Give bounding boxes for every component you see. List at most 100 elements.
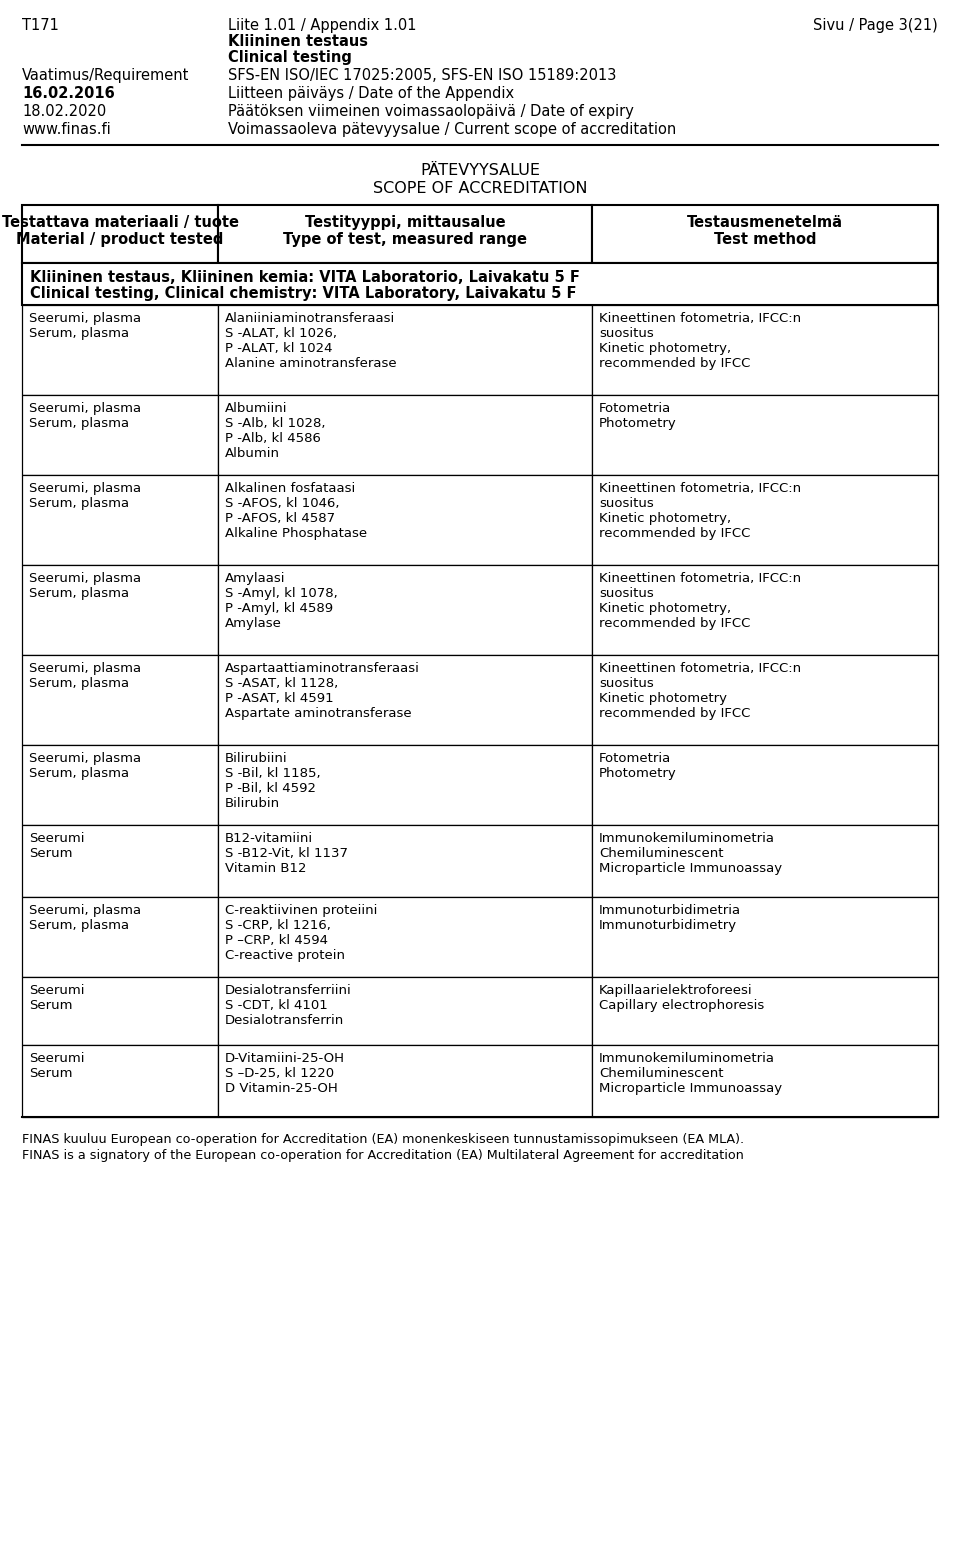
- Text: Liite 1.01 / Appendix 1.01: Liite 1.01 / Appendix 1.01: [228, 19, 417, 33]
- Text: Testausmenetelmä: Testausmenetelmä: [687, 214, 843, 230]
- Text: Aspartate aminotransferase: Aspartate aminotransferase: [225, 707, 412, 720]
- Text: Bilirubin: Bilirubin: [225, 797, 280, 810]
- Text: Kineettinen fotometria, IFCC:n: Kineettinen fotometria, IFCC:n: [599, 572, 802, 584]
- Text: Desialotransferrin: Desialotransferrin: [225, 1015, 345, 1027]
- Text: Immunokemiluminometria: Immunokemiluminometria: [599, 1052, 775, 1064]
- Text: C-reactive protein: C-reactive protein: [225, 949, 345, 962]
- Text: P -ALAT, kl 1024: P -ALAT, kl 1024: [225, 342, 332, 354]
- Text: S -CDT, kl 4101: S -CDT, kl 4101: [225, 999, 327, 1012]
- Text: Alaniiniaminotransferaasi: Alaniiniaminotransferaasi: [225, 312, 396, 325]
- Text: Immunokemiluminometria: Immunokemiluminometria: [599, 831, 775, 845]
- Bar: [218, 305, 592, 395]
- Text: Amylaasi: Amylaasi: [225, 572, 285, 584]
- Text: P -AFOS, kl 4587: P -AFOS, kl 4587: [225, 511, 335, 525]
- Text: suositus: suositus: [599, 326, 654, 340]
- Bar: [218, 897, 592, 977]
- Bar: [592, 897, 938, 977]
- Bar: [592, 566, 938, 654]
- Bar: [592, 395, 938, 476]
- Text: Type of test, measured range: Type of test, measured range: [283, 232, 527, 247]
- Text: Alkalinen fosfataasi: Alkalinen fosfataasi: [225, 482, 355, 496]
- Text: Serum, plasma: Serum, plasma: [29, 326, 130, 340]
- Text: Seerumi, plasma: Seerumi, plasma: [29, 904, 141, 917]
- Text: Kliininen testaus, Kliininen kemia: VITA Laboratorio, Laivakatu 5 F: Kliininen testaus, Kliininen kemia: VITA…: [30, 270, 580, 284]
- Text: Serum, plasma: Serum, plasma: [29, 587, 130, 600]
- Text: Serum, plasma: Serum, plasma: [29, 918, 130, 932]
- Text: Microparticle Immunoassay: Microparticle Immunoassay: [599, 862, 782, 875]
- Text: Seerumi, plasma: Seerumi, plasma: [29, 662, 141, 674]
- Text: Bilirubiini: Bilirubiini: [225, 752, 288, 765]
- Text: Alanine aminotransferase: Alanine aminotransferase: [225, 357, 396, 370]
- Text: Aspartaattiaminotransferaasi: Aspartaattiaminotransferaasi: [225, 662, 420, 674]
- Text: Photometry: Photometry: [599, 768, 677, 780]
- Text: Fotometria: Fotometria: [599, 752, 671, 765]
- Text: Desialotransferriini: Desialotransferriini: [225, 984, 351, 998]
- Text: 16.02.2016: 16.02.2016: [22, 85, 115, 101]
- Bar: [592, 825, 938, 897]
- Text: Seerumi: Seerumi: [29, 984, 84, 998]
- Text: Kinetic photometry,: Kinetic photometry,: [599, 342, 732, 354]
- Bar: [22, 566, 218, 654]
- Bar: [22, 263, 938, 305]
- Text: Chemiluminescent: Chemiluminescent: [599, 1068, 724, 1080]
- Text: Amylase: Amylase: [225, 617, 282, 629]
- Text: SFS-EN ISO/IEC 17025:2005, SFS-EN ISO 15189:2013: SFS-EN ISO/IEC 17025:2005, SFS-EN ISO 15…: [228, 68, 616, 82]
- Text: Serum, plasma: Serum, plasma: [29, 497, 130, 510]
- Text: S -AFOS, kl 1046,: S -AFOS, kl 1046,: [225, 497, 340, 510]
- Text: S -ALAT, kl 1026,: S -ALAT, kl 1026,: [225, 326, 337, 340]
- Text: S -ASAT, kl 1128,: S -ASAT, kl 1128,: [225, 678, 338, 690]
- Text: S -Bil, kl 1185,: S -Bil, kl 1185,: [225, 768, 321, 780]
- Bar: [22, 305, 218, 395]
- Text: Serum: Serum: [29, 847, 73, 859]
- Text: P -ASAT, kl 4591: P -ASAT, kl 4591: [225, 692, 334, 706]
- Text: Kineettinen fotometria, IFCC:n: Kineettinen fotometria, IFCC:n: [599, 482, 802, 496]
- Text: Liitteen päiväys / Date of the Appendix: Liitteen päiväys / Date of the Appendix: [228, 85, 515, 101]
- Bar: [22, 476, 218, 566]
- Text: Microparticle Immunoassay: Microparticle Immunoassay: [599, 1082, 782, 1096]
- Bar: [22, 654, 218, 744]
- Bar: [22, 744, 218, 825]
- Bar: [592, 744, 938, 825]
- Text: Photometry: Photometry: [599, 416, 677, 430]
- Text: P -Alb, kl 4586: P -Alb, kl 4586: [225, 432, 321, 444]
- Text: P –CRP, kl 4594: P –CRP, kl 4594: [225, 934, 328, 946]
- Text: Päätöksen viimeinen voimassaolopäivä / Date of expiry: Päätöksen viimeinen voimassaolopäivä / D…: [228, 104, 634, 120]
- Text: Kliininen testaus: Kliininen testaus: [228, 34, 368, 50]
- Text: Seerumi, plasma: Seerumi, plasma: [29, 482, 141, 496]
- Text: Kapillaarielektroforeesi: Kapillaarielektroforeesi: [599, 984, 753, 998]
- Bar: [218, 395, 592, 476]
- Bar: [592, 1044, 938, 1117]
- Text: 18.02.2020: 18.02.2020: [22, 104, 107, 120]
- Text: P -Bil, kl 4592: P -Bil, kl 4592: [225, 782, 316, 796]
- Text: Fotometria: Fotometria: [599, 402, 671, 415]
- Text: Clinical testing: Clinical testing: [228, 50, 352, 65]
- Bar: [592, 205, 938, 263]
- Text: Albumin: Albumin: [225, 448, 280, 460]
- Text: Test method: Test method: [713, 232, 816, 247]
- Text: Serum: Serum: [29, 1068, 73, 1080]
- Text: Immunoturbidimetria: Immunoturbidimetria: [599, 904, 741, 917]
- Text: S -Amyl, kl 1078,: S -Amyl, kl 1078,: [225, 587, 338, 600]
- Text: Testityyppi, mittausalue: Testityyppi, mittausalue: [304, 214, 505, 230]
- Text: Testattava materiaali / tuote: Testattava materiaali / tuote: [2, 214, 238, 230]
- Bar: [218, 566, 592, 654]
- Text: Kineettinen fotometria, IFCC:n: Kineettinen fotometria, IFCC:n: [599, 312, 802, 325]
- Text: recommended by IFCC: recommended by IFCC: [599, 527, 751, 539]
- Text: D Vitamin-25-OH: D Vitamin-25-OH: [225, 1082, 338, 1096]
- Text: Voimassaoleva pätevyysalue / Current scope of accreditation: Voimassaoleva pätevyysalue / Current sco…: [228, 123, 676, 137]
- Text: SCOPE OF ACCREDITATION: SCOPE OF ACCREDITATION: [372, 180, 588, 196]
- Text: Seerumi: Seerumi: [29, 1052, 84, 1064]
- Text: Chemiluminescent: Chemiluminescent: [599, 847, 724, 859]
- Text: Serum, plasma: Serum, plasma: [29, 678, 130, 690]
- Text: Seerumi, plasma: Seerumi, plasma: [29, 312, 141, 325]
- Text: suositus: suositus: [599, 587, 654, 600]
- Text: T171: T171: [22, 19, 59, 33]
- Bar: [218, 825, 592, 897]
- Text: PÄTEVYYSALUE: PÄTEVYYSALUE: [420, 163, 540, 179]
- Text: recommended by IFCC: recommended by IFCC: [599, 617, 751, 629]
- Text: S -B12-Vit, kl 1137: S -B12-Vit, kl 1137: [225, 847, 348, 859]
- Bar: [22, 825, 218, 897]
- Bar: [22, 395, 218, 476]
- Text: Kineettinen fotometria, IFCC:n: Kineettinen fotometria, IFCC:n: [599, 662, 802, 674]
- Text: Capillary electrophoresis: Capillary electrophoresis: [599, 999, 764, 1012]
